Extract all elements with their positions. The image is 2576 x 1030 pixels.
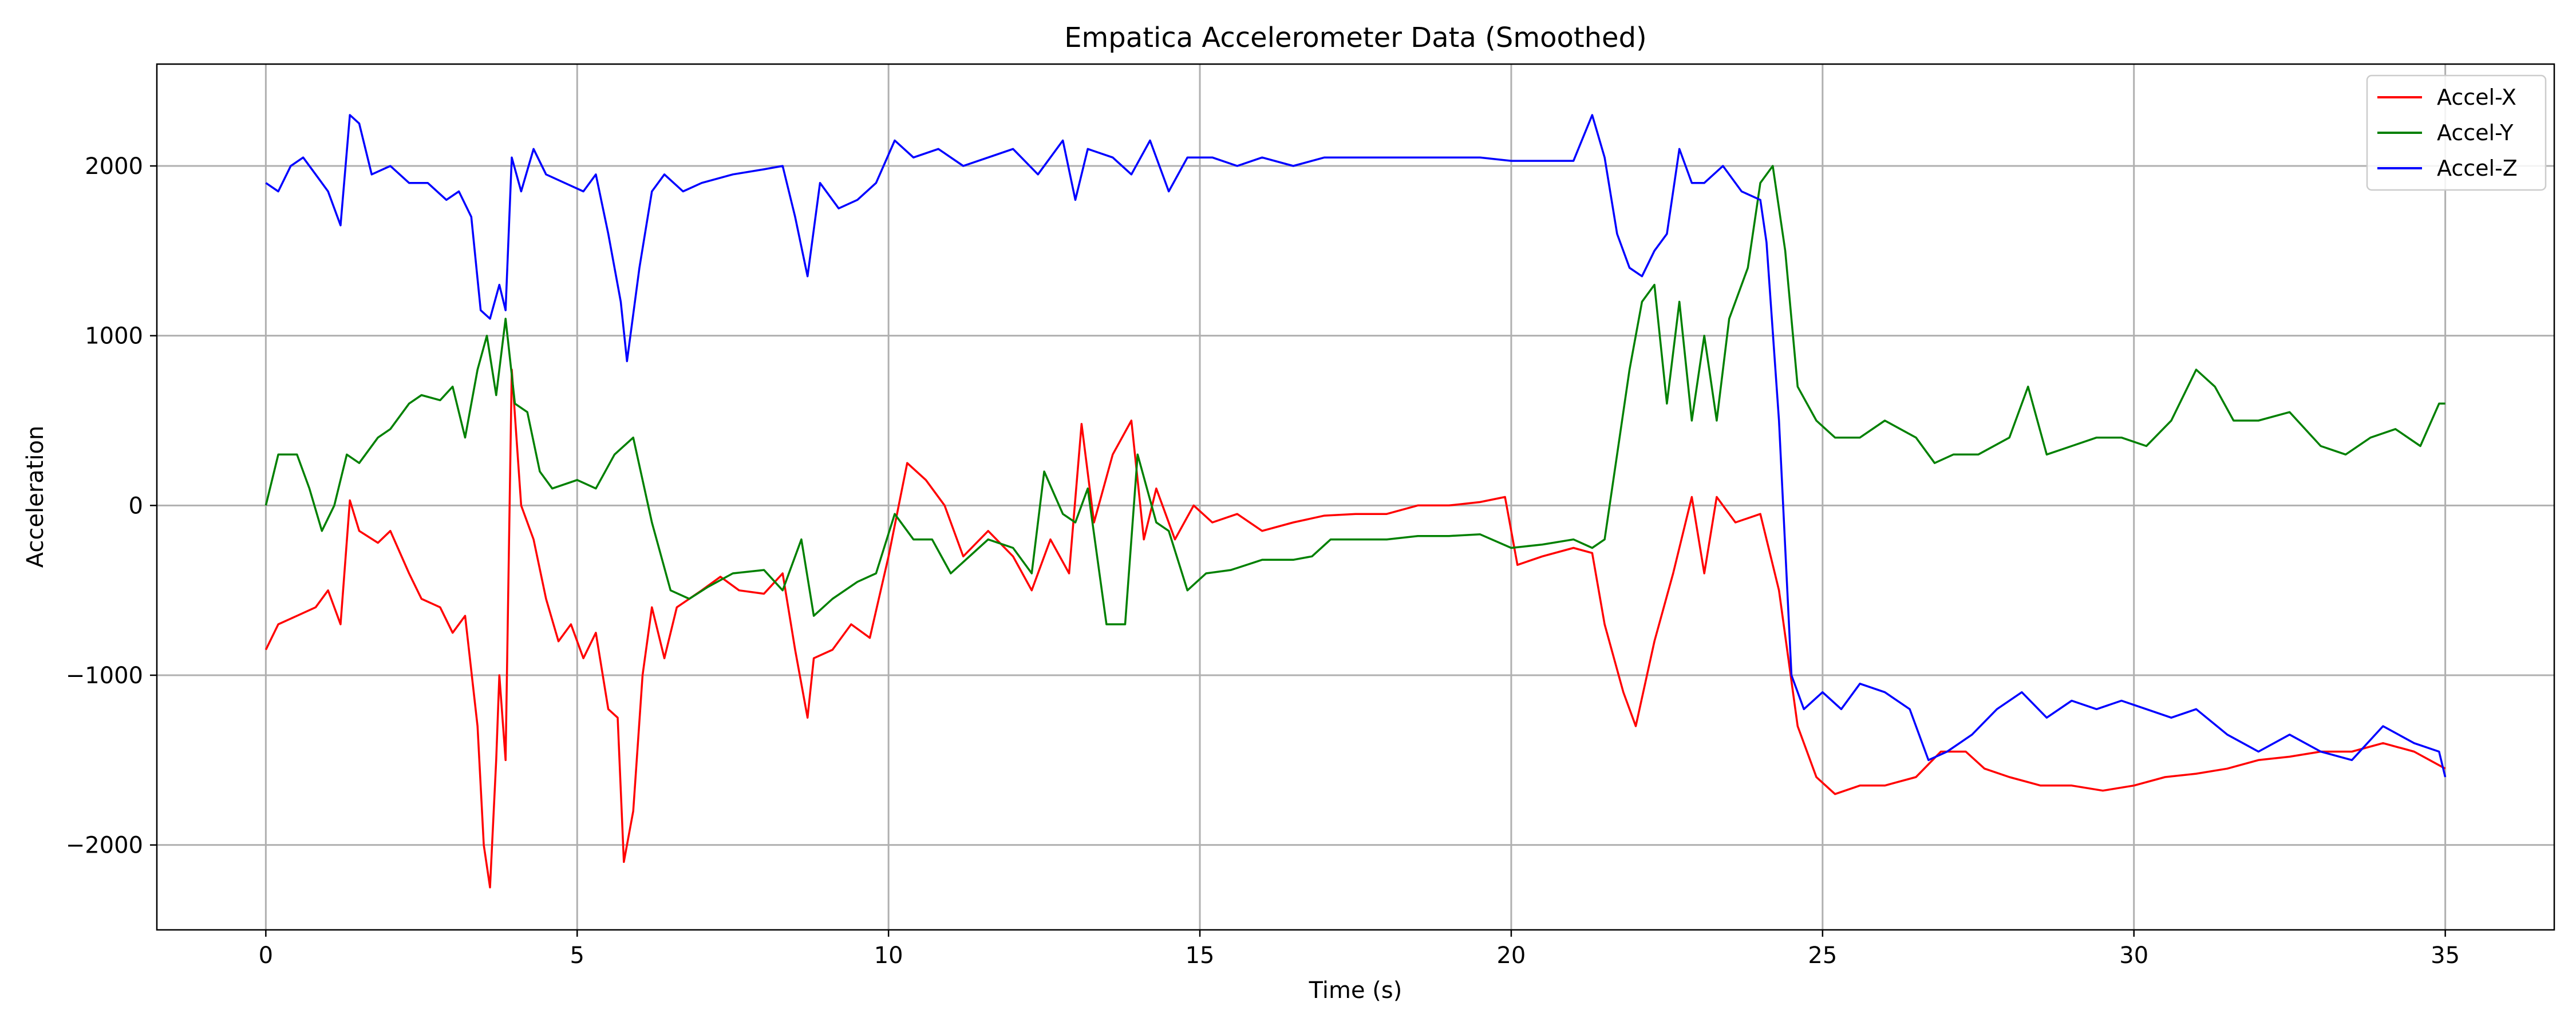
x-tick-label: 20 bbox=[1496, 942, 1526, 969]
series-layer bbox=[264, 114, 2447, 889]
legend-label-accel-z: Accel-Z bbox=[2437, 156, 2518, 181]
series-line-accel-x bbox=[264, 369, 2446, 889]
series-line-accel-y bbox=[264, 165, 2445, 625]
grid-lines bbox=[157, 64, 2554, 930]
x-axis-label: Time (s) bbox=[1309, 977, 1402, 1004]
y-tick-label: 1000 bbox=[85, 323, 143, 350]
x-tick-label: 5 bbox=[570, 942, 584, 969]
x-tick-label: 15 bbox=[1186, 942, 1215, 969]
x-tick-label: 0 bbox=[259, 942, 273, 969]
x-tick-label: 10 bbox=[874, 942, 903, 969]
y-tick-label: 2000 bbox=[85, 153, 143, 180]
series-line-accel-z bbox=[265, 114, 2447, 778]
chart-title: Empatica Accelerometer Data (Smoothed) bbox=[1064, 22, 1647, 54]
legend-label-accel-x: Accel-X bbox=[2437, 85, 2516, 110]
plot-frame bbox=[156, 63, 2555, 931]
x-tick-label: 25 bbox=[1808, 942, 1837, 969]
y-tick-label: 0 bbox=[129, 493, 143, 519]
x-tick-label: 30 bbox=[2119, 942, 2148, 969]
y-tick-label: −1000 bbox=[66, 663, 143, 689]
legend-box bbox=[2366, 74, 2547, 191]
y-tick-label: −2000 bbox=[66, 833, 143, 859]
y-axis-label: Acceleration bbox=[22, 426, 49, 568]
legend: Accel-X Accel-Y Accel-Z bbox=[2366, 74, 2547, 191]
x-tick-label: 35 bbox=[2431, 942, 2460, 969]
axis-ticks: 0 5 10 15 20 25 30 35 −2000 −1000 0 1000 2000 bbox=[66, 153, 2460, 969]
legend-label-accel-y: Accel-Y bbox=[2437, 120, 2514, 145]
